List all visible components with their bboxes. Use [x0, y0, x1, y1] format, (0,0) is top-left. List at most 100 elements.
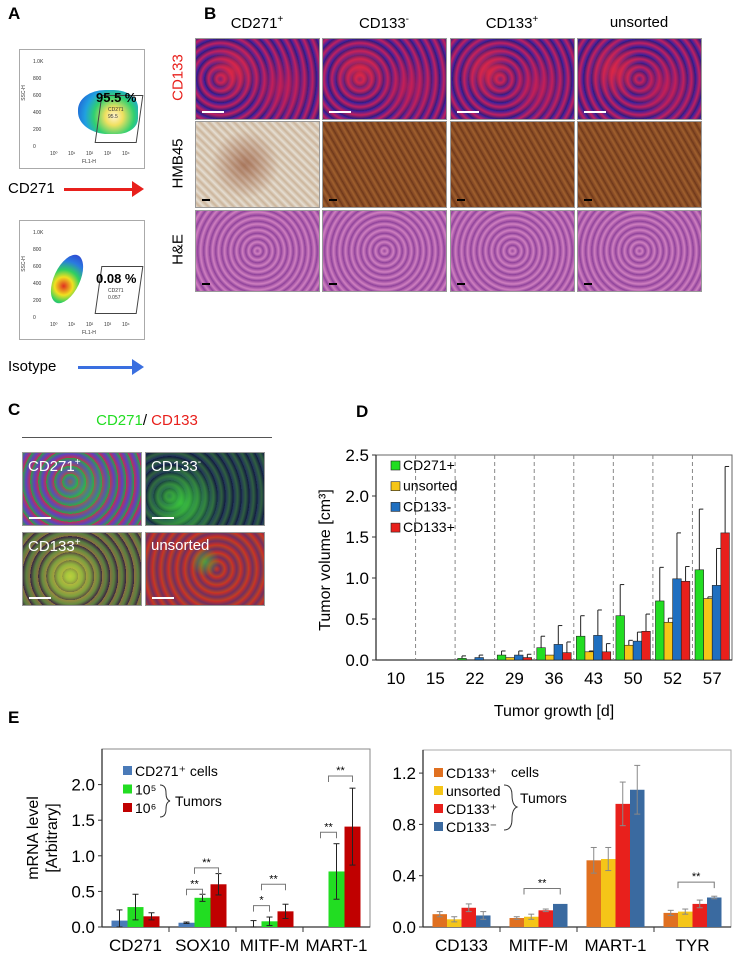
- y-tick: 200: [33, 298, 42, 304]
- bar: [522, 657, 532, 661]
- legend-label: CD133⁻: [446, 819, 497, 835]
- bar: [447, 919, 462, 927]
- image-label: CD271+: [28, 457, 81, 475]
- legend-swatch: [390, 460, 401, 471]
- y-tick-label: 0.0: [71, 918, 95, 937]
- bar: [474, 657, 484, 661]
- scale-bar: [29, 517, 51, 519]
- bar: [576, 635, 586, 661]
- bar: [553, 644, 563, 661]
- micrograph-image: [577, 38, 702, 120]
- bar: [432, 914, 447, 927]
- arrow-shaft: [78, 366, 138, 369]
- bar: [692, 903, 707, 927]
- image-label: CD133+: [28, 537, 81, 555]
- legend-label: unsorted: [403, 478, 457, 494]
- x-tick-label: 10: [386, 669, 405, 688]
- legend-swatch: [434, 768, 443, 777]
- significance-label: **: [538, 878, 547, 890]
- y-tick-label: 1.5: [71, 811, 95, 830]
- bar: [476, 915, 491, 927]
- bar: [615, 803, 630, 927]
- bar: [655, 600, 665, 661]
- fluorescence-image: CD133+: [22, 532, 142, 606]
- scale-bar: [457, 283, 465, 285]
- legend-group-label: Tumors: [175, 793, 222, 809]
- legend-label: 10⁵: [135, 782, 156, 798]
- significance-label: **: [202, 857, 211, 869]
- micrograph-image: [322, 38, 447, 120]
- x-tick-label: 36: [545, 669, 564, 688]
- label-sup: +: [277, 14, 284, 25]
- panel-label-b: B: [204, 4, 217, 23]
- micrograph-image: [450, 38, 575, 120]
- bar: [496, 654, 507, 661]
- bar: [210, 884, 227, 927]
- arrow-icon: [132, 181, 144, 197]
- gate-name: CD271: [108, 107, 124, 113]
- bar: [545, 654, 555, 661]
- panel-label-d: D: [356, 402, 369, 421]
- x-tick-label: 43: [584, 669, 603, 688]
- y-tick-label: 0.8: [392, 815, 416, 834]
- y-axis-title-unit: [Arbitrary]: [44, 803, 61, 872]
- row-label: HMB45: [169, 137, 187, 189]
- column-header: CD271+: [195, 14, 319, 32]
- y-axis-title: Tumor volume [cm³]: [317, 489, 334, 631]
- scale-bar: [152, 517, 174, 519]
- legend-group-label: Tumors: [520, 790, 567, 806]
- x-tick-label: TYR: [676, 936, 710, 955]
- x-tick-label: MITF-M: [509, 936, 568, 955]
- gate-value: 95.5: [108, 114, 118, 120]
- x-tick-label: CD271: [109, 936, 162, 955]
- y-tick-label: 2.0: [345, 487, 369, 506]
- flow-cytometry-plot: 0.08 % CD271 0.057 SSC-H FL1-H 0 200 400 600 800 1…: [19, 220, 145, 340]
- cell-density-blob: [78, 90, 138, 134]
- scale-bar: [202, 111, 224, 113]
- micrograph-image: [577, 210, 702, 292]
- significance-bracket: [677, 881, 715, 889]
- bar: [344, 826, 361, 927]
- bar: [601, 859, 616, 927]
- x-axis-label: FL1-H: [82, 330, 96, 336]
- significance-bracket: [523, 888, 561, 895]
- y-axis-label: SSC-H: [20, 256, 27, 272]
- panel-label-e: E: [8, 708, 20, 727]
- bar: [663, 912, 678, 927]
- y-tick-label: 0.0: [345, 651, 369, 670]
- label-sup: +: [74, 457, 81, 468]
- y-tick: 1.0K: [33, 59, 44, 65]
- legend-swatch: [123, 803, 132, 812]
- y-tick-label: 2.0: [71, 776, 95, 795]
- y-tick: 600: [33, 93, 42, 99]
- bar: [457, 658, 467, 661]
- fluorescence-image: unsorted: [145, 532, 265, 606]
- legend-label: CD133-: [403, 498, 452, 514]
- significance-label: *: [259, 895, 264, 907]
- x-axis-title: Tumor growth [d]: [494, 703, 614, 720]
- bar: [524, 916, 539, 927]
- label-text: unsorted: [609, 14, 669, 31]
- x-tick: 10¹: [68, 151, 76, 157]
- x-tick: 10⁰: [50, 151, 58, 157]
- label-sup: -: [405, 14, 410, 25]
- gate-percent: 95.5 %: [96, 90, 137, 105]
- label-text: CD133: [485, 15, 533, 32]
- legend-swatch: [390, 502, 401, 512]
- x-axis-label: FL1-H: [82, 159, 96, 165]
- legend-swatch: [434, 822, 443, 831]
- y-tick-label: 0.5: [345, 610, 369, 629]
- legend-swatch: [390, 481, 401, 492]
- x-tick-label: 57: [703, 669, 722, 688]
- label-text: CD271: [230, 15, 278, 32]
- scale-bar: [457, 199, 465, 201]
- x-tick-label: 52: [663, 669, 682, 688]
- y-tick: 600: [33, 264, 42, 270]
- x-tick: 10³: [104, 151, 112, 157]
- legend-label: CD133⁺: [446, 801, 497, 817]
- y-tick-label: 2.5: [345, 446, 369, 465]
- legend-cells-label: cells: [511, 764, 539, 780]
- bar: [632, 640, 643, 661]
- scale-bar: [329, 199, 337, 201]
